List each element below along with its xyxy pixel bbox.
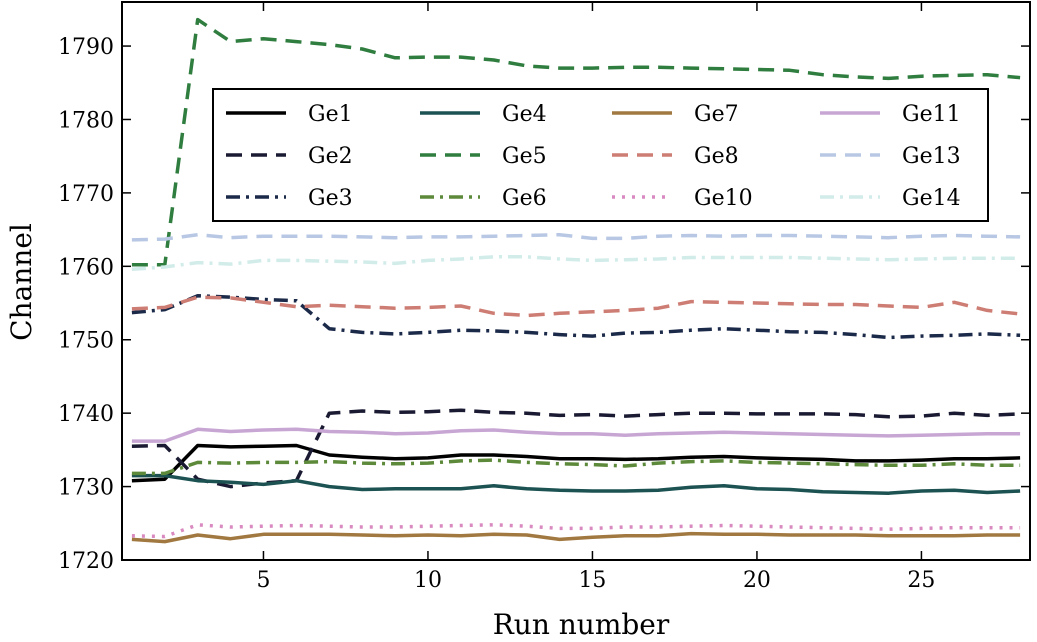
legend-label-ge10: Ge10 [694, 186, 753, 211]
series-line-ge14 [131, 255, 1021, 272]
series-line-ge6 [131, 458, 1021, 476]
series-line-ge1 [131, 443, 1021, 483]
y-tick-label: 1790 [58, 35, 114, 60]
legend-label-ge3: Ge3 [308, 186, 353, 211]
y-axis-label: Channel [5, 223, 38, 341]
y-tick-label: 1760 [58, 255, 114, 280]
series-line-ge13 [131, 232, 1021, 242]
series-line-ge8 [131, 295, 1021, 318]
y-tick-label: 1770 [58, 182, 114, 207]
series-line-ge5 [131, 17, 1021, 267]
series-line-ge3 [131, 293, 1021, 340]
legend-label-ge14: Ge14 [902, 186, 961, 211]
series-line-ge7 [131, 531, 1021, 544]
legend-label-ge5: Ge5 [502, 144, 547, 169]
legend-label-ge7: Ge7 [694, 102, 739, 127]
legend-label-ge2: Ge2 [308, 144, 353, 169]
series-line-ge2 [131, 408, 1021, 489]
x-tick-label: 5 [256, 568, 270, 593]
y-tick-label: 1720 [58, 549, 114, 574]
x-tick-label: 10 [414, 568, 442, 593]
legend-label-ge11: Ge11 [902, 102, 961, 127]
series-layer [131, 17, 1021, 544]
series-line-ge11 [131, 427, 1021, 443]
legend-label-ge6: Ge6 [502, 186, 547, 211]
legend-label-ge1: Ge1 [308, 102, 353, 127]
series-line-ge10 [131, 523, 1021, 539]
x-tick-label: 20 [743, 568, 771, 593]
y-tick-label: 1730 [58, 476, 114, 501]
legend: Ge1 Ge2 Ge3 Ge4 Ge5 Ge6 Ge7 Ge8 Ge10 Ge11 Ge13 Ge14 [212, 88, 989, 222]
ticks-layer: 5 10 15 20 25 1720 1730 1740 1750 1760 1770 1780 179… [58, 2, 1030, 593]
y-tick-label: 1750 [58, 329, 114, 354]
series-line-ge4 [131, 473, 1021, 495]
y-tick-label: 1740 [58, 402, 114, 427]
x-axis-label: Run number [493, 608, 670, 641]
legend-label-ge8: Ge8 [694, 144, 739, 169]
plot-frame [121, 1, 1031, 561]
x-tick-label: 25 [907, 568, 935, 593]
x-tick-label: 15 [578, 568, 606, 593]
legend-label-ge13: Ge13 [902, 144, 961, 169]
legend-label-ge4: Ge4 [502, 102, 547, 127]
y-tick-label: 1780 [58, 108, 114, 133]
